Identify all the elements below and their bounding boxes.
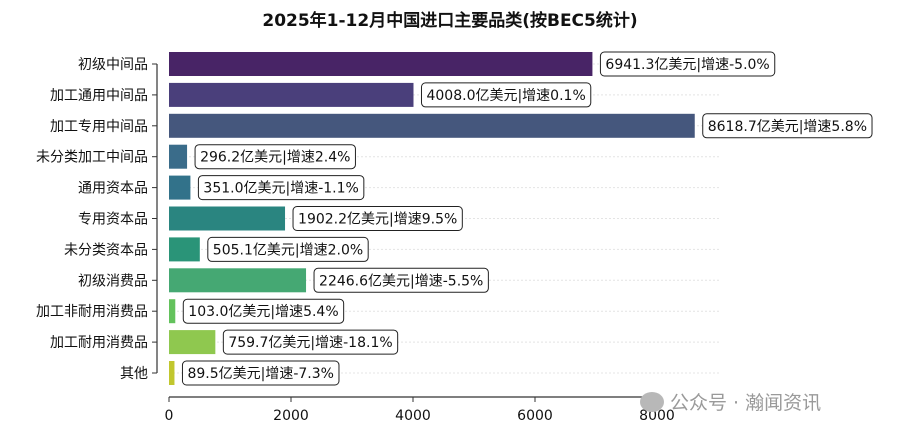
chart-title: 2025年1-12月中国进口主要品类(按BEC5统计) (262, 11, 638, 31)
y-tick-label: 加工耐用消费品 (50, 335, 148, 351)
y-tick-label: 专用资本品 (78, 212, 148, 228)
y-tick-label: 加工非耐用消费品 (36, 304, 148, 320)
y-tick-label: 其他 (120, 366, 148, 382)
y-tick-label: 初级中间品 (78, 56, 148, 73)
data-label-box (292, 206, 463, 231)
bar (169, 52, 593, 76)
x-tick-label: 2000 (273, 408, 309, 424)
data-label: 351.0亿美元|增速-1.1% (203, 181, 358, 197)
bar (169, 206, 286, 231)
bar (169, 299, 176, 324)
data-label: 8618.7亿美元|增速5.8% (708, 119, 867, 135)
bar (169, 361, 175, 385)
data-label: 89.5亿美元|增速-7.3% (187, 366, 334, 382)
data-label: 4008.0亿美元|增速0.1% (426, 88, 585, 104)
x-tick-label: 8000 (639, 408, 675, 424)
data-label: 6941.3亿美元|增速-5.0% (605, 57, 769, 73)
watermark-text: 公众号 · 瀚闻资讯 (670, 392, 822, 414)
data-label: 2246.6亿美元|增速-5.5% (319, 273, 483, 289)
x-tick-label: 0 (165, 408, 174, 424)
data-label-box (197, 175, 365, 201)
bar (169, 82, 414, 107)
data-label-box (313, 267, 489, 293)
y-tick-label: 未分类加工中间品 (36, 150, 148, 166)
bar (169, 144, 188, 169)
data-label: 1902.2亿美元|增速9.5% (298, 212, 457, 228)
data-label-box (599, 51, 776, 77)
watermark: 公众号 · 瀚闻资讯 (640, 388, 821, 415)
bar (169, 113, 695, 138)
data-label-box (420, 82, 592, 108)
y-tick-label: 未分类资本品 (64, 242, 148, 258)
bar (169, 175, 191, 200)
data-label: 505.1亿美元|增速2.0% (213, 242, 363, 258)
data-label-box (207, 236, 369, 262)
data-label: 103.0亿美元|增速5.4% (188, 304, 338, 320)
bar (169, 268, 307, 293)
x-tick-label: 6000 (517, 408, 553, 424)
bar (169, 237, 200, 262)
data-label: 759.7亿美元|增速-18.1% (228, 335, 392, 351)
wechat-icon (640, 391, 664, 412)
y-tick-label: 加工专用中间品 (50, 119, 148, 135)
data-label-box (182, 298, 345, 324)
y-tick-label: 初级消费品 (78, 272, 148, 289)
x-tick-label: 4000 (395, 408, 431, 424)
data-label-box (181, 360, 340, 386)
bar (169, 330, 216, 355)
data-label-box (222, 329, 399, 355)
data-label-box (702, 113, 873, 139)
data-label: 296.2亿美元|增速2.4% (200, 150, 350, 166)
data-label-box (194, 144, 356, 170)
y-tick-label: 通用资本品 (78, 181, 148, 197)
y-tick-label: 加工通用中间品 (50, 88, 148, 104)
